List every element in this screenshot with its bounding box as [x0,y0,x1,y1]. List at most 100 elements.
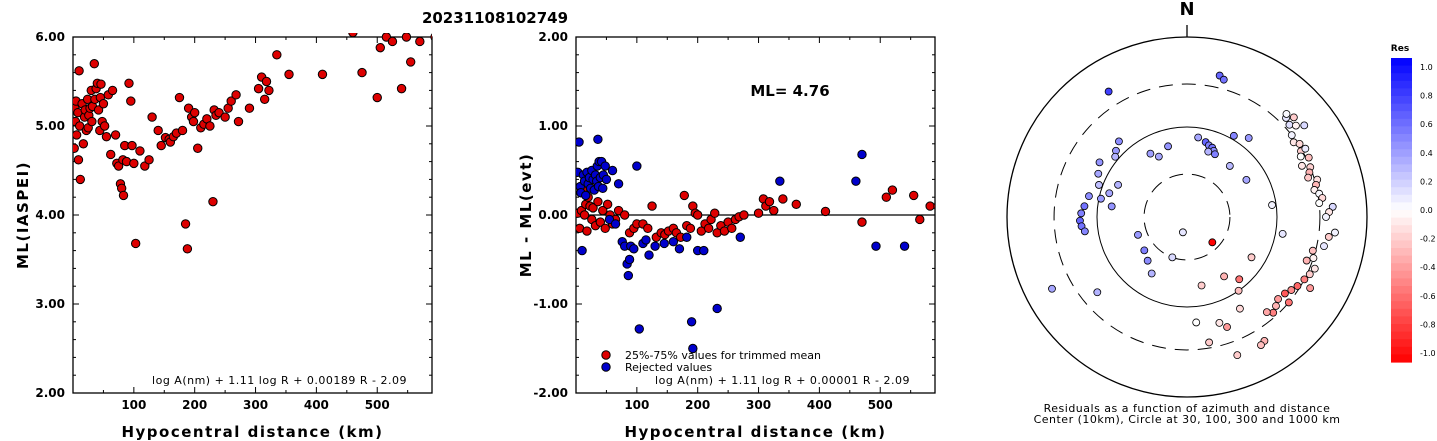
station-point [1289,113,1298,122]
y-tick-label: 5.00 [35,119,65,133]
colorbar-segment [1391,149,1412,158]
colorbar-tick-label: 0.6 [1420,120,1433,129]
data-point [99,121,110,131]
data-point [769,205,779,216]
station-point [1080,227,1089,236]
residual-vs-distance-panel: 100 200 300 400 500 -2.00 -1.00 0.00 1.00 2.00 Hyp… [517,30,936,441]
colorbar-tick-label: -0.2 [1420,235,1436,244]
station-point [1292,121,1300,130]
data-point [582,226,592,236]
data-point [130,238,141,249]
colorbar-segment [1391,202,1412,211]
station-point [1234,286,1243,295]
station-point [1211,150,1219,159]
colorbar-segment [1391,118,1412,127]
y-axis-label: ML - ML(evt) [517,153,535,277]
data-point [871,241,881,251]
station-point [1287,286,1296,294]
colorbar-segment [1391,164,1412,173]
data-point [174,92,185,103]
station-point [1105,189,1114,198]
data-point [915,214,925,225]
data-point [577,245,587,256]
x-axis-label: Hypocentral distance (km) [121,423,383,441]
data-point [272,50,282,60]
colorbar-title: Res [1391,44,1409,54]
y-tick-label: 0.00 [538,208,568,222]
station-point [1104,87,1113,96]
colorbar-segment [1391,286,1412,295]
data-point [643,223,653,234]
colorbar-segment [1391,316,1412,325]
station-point [1302,256,1311,265]
data-point [253,83,264,94]
station-point [1147,269,1156,278]
station-point [1215,319,1224,327]
data-point [226,96,236,106]
station-point [1274,295,1282,303]
station-point [1269,308,1278,317]
colorbar-segment [1391,354,1412,363]
data-point [375,42,385,53]
colorbar-segment [1391,217,1412,226]
y-axis-label: ML(IASPEI) [14,161,32,269]
y-tick-label: -1.00 [533,297,568,311]
data-point [415,36,425,47]
data-point [933,202,935,210]
station-point [1223,323,1231,331]
colorbar-tick-label: 0.0 [1420,206,1433,215]
data-point [74,66,84,76]
data-point [406,57,416,67]
data-point [619,210,630,220]
data-point [602,199,613,210]
data-point [650,241,660,251]
station-point [1164,142,1172,151]
data-point [682,232,692,242]
data-point [430,33,432,41]
azimuth-residual-panel: N Residuals as a function of azimuth and … [1006,0,1436,426]
data-point [607,165,618,176]
station-point [1324,233,1333,241]
data-point [688,343,698,354]
station-point [1115,137,1123,146]
data-point [89,59,99,69]
station-point [1310,264,1319,273]
data-point [881,192,892,202]
colorbar-segment [1391,301,1412,310]
station-point [1219,75,1228,84]
x-tick-label: 500 [868,398,893,412]
caption-line-1: Residuals as a function of azimuth and d… [1044,402,1331,415]
colorbar-segment [1391,248,1412,257]
colorbar-tick-label: 1.0 [1420,63,1433,72]
data-point [600,161,610,171]
station-point [1320,242,1328,251]
station-point [1309,254,1318,262]
data-point [576,137,584,147]
colorbar-segment [1391,103,1412,112]
colorbar-tick-label: -1.0 [1420,349,1436,358]
data-point [791,199,801,210]
station-point [1282,110,1291,118]
colorbar-segment [1391,172,1412,181]
data-point [644,250,654,260]
data-point [593,134,603,145]
colorbar-segment [1391,293,1412,302]
colorbar-segment [1391,65,1412,74]
data-point [909,190,919,201]
data-point [857,217,867,227]
y-tick-label: 2.00 [35,386,65,400]
station-point [1095,158,1104,167]
data-point [634,324,644,334]
data-point [205,121,215,131]
x-tick-label: 300 [746,398,771,412]
data-point [208,196,218,207]
colorbar-segment [1391,225,1412,234]
legend-label: 25%-75% values for trimmed mean [625,349,821,362]
legend-marker [601,350,611,360]
station-point [1298,161,1306,170]
station-point [1146,149,1155,158]
station-point [1225,162,1234,170]
station-point [1085,192,1093,201]
data-point [87,116,97,127]
station-point [1284,298,1293,307]
